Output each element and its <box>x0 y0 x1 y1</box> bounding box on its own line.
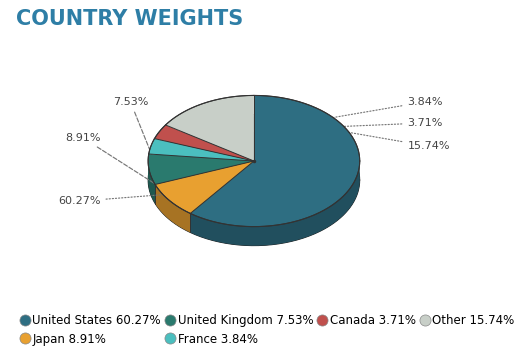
Polygon shape <box>190 162 360 246</box>
Polygon shape <box>190 95 360 227</box>
Text: 60.27%: 60.27% <box>58 180 343 206</box>
Polygon shape <box>148 154 254 184</box>
Text: 7.53%: 7.53% <box>113 97 157 166</box>
Polygon shape <box>166 95 254 161</box>
Polygon shape <box>148 114 360 246</box>
Polygon shape <box>154 125 254 161</box>
Text: 3.84%: 3.84% <box>162 97 443 147</box>
Text: 3.71%: 3.71% <box>170 118 443 134</box>
Text: 15.74%: 15.74% <box>211 108 450 151</box>
Legend: United States 60.27%, Japan 8.91%, United Kingdom 7.53%, France 3.84%, Canada 3.: United States 60.27%, Japan 8.91%, Unite… <box>22 314 515 346</box>
Polygon shape <box>155 161 254 213</box>
Polygon shape <box>149 139 254 161</box>
Polygon shape <box>155 184 190 232</box>
Polygon shape <box>148 161 155 203</box>
Text: COUNTRY WEIGHTS: COUNTRY WEIGHTS <box>16 9 243 29</box>
Text: 8.91%: 8.91% <box>65 133 174 196</box>
